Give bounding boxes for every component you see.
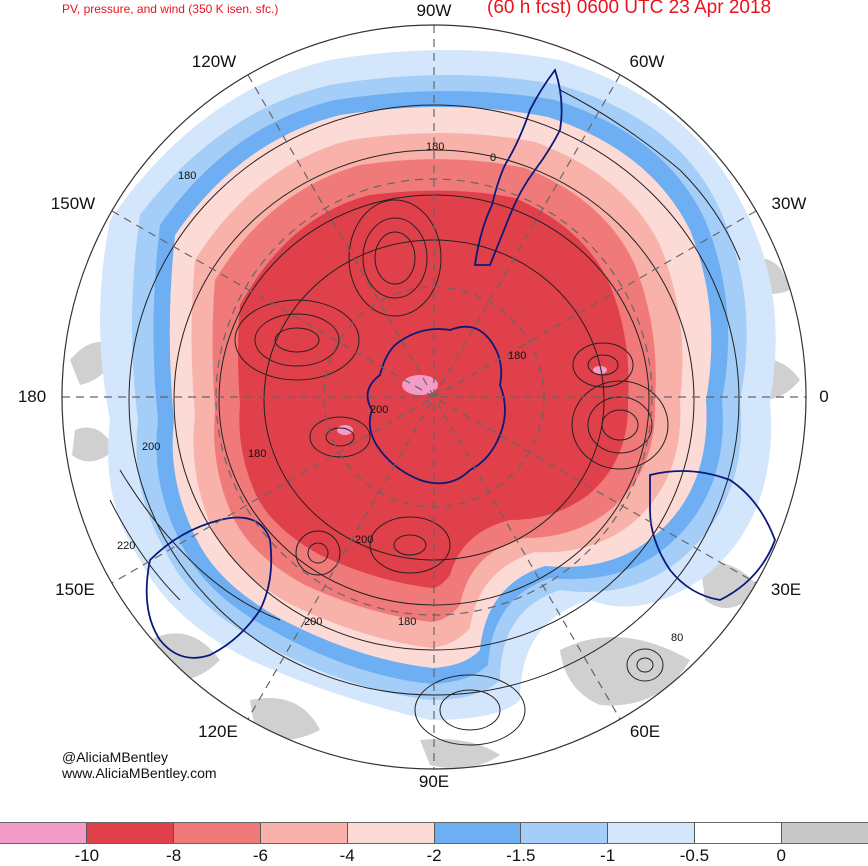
lon-label-30w: 30W	[771, 194, 807, 213]
contour-label: 180	[178, 170, 196, 182]
colorbar-segment	[86, 823, 174, 843]
lon-label-120w: 120W	[191, 52, 237, 71]
contour-label: 180	[508, 350, 526, 362]
pv-field	[62, 25, 806, 769]
contour-label: 80	[671, 632, 683, 644]
colorbar-segment	[608, 823, 696, 843]
contour-label: 200	[370, 404, 388, 416]
south-america-coastline	[473, 68, 563, 266]
colorbar-tick-label: -0.5	[679, 846, 710, 865]
lon-label-60e: 60E	[629, 722, 661, 741]
colorbar-tick-label: -6	[252, 846, 268, 865]
lon-label-150e: 150E	[55, 580, 95, 599]
colorbar-segment	[521, 823, 609, 843]
colorbar-segment	[434, 823, 522, 843]
colorbar-tick-label: -10	[74, 846, 100, 865]
contour-label: 200	[355, 534, 373, 546]
contour-value-labels: 180 180 0 180 200 180 200 220 200 200 18…	[117, 141, 683, 644]
lon-label-90w: 90W	[416, 1, 452, 20]
lon-label-90e: 90E	[418, 772, 450, 791]
pv-extreme-pockets	[337, 366, 607, 435]
contour-label: 220	[117, 540, 135, 552]
forecast-time-title: (60 h fcst) 0600 UTC 23 Apr 2018	[487, 0, 772, 18]
contour-label: 0	[490, 152, 496, 164]
pv-colorbar	[0, 822, 868, 844]
colorbar-tick-label: -8	[166, 846, 182, 865]
lon-label-0: 0	[819, 387, 829, 406]
lon-label-150w: 150W	[50, 194, 96, 213]
lon-label-120e: 120E	[198, 722, 238, 741]
graticule	[62, 25, 806, 769]
map-subtitle: PV, pressure, and wind (350 K isen. sfc.…	[62, 2, 279, 16]
lon-label-30e: 30E	[770, 580, 802, 599]
polar-map: 180 180 0 180 200 180 200 220 200 200 18…	[61, 24, 807, 770]
colorbar-segment	[782, 823, 868, 843]
contour-label: 200	[304, 616, 322, 628]
colorbar-tick-label: -1.5	[506, 846, 536, 865]
lon-label-180: 180	[17, 387, 47, 406]
africa-coastline	[649, 470, 776, 601]
colorbar-segment	[695, 823, 783, 843]
credit-handle: @AliciaMBentley	[62, 749, 169, 765]
colorbar-segment	[173, 823, 261, 843]
antarctica-coastline	[366, 325, 506, 485]
colorbar-segment	[0, 823, 87, 843]
contour-label: 180	[426, 141, 444, 153]
colorbar-segment	[260, 823, 348, 843]
map-boundary	[61, 24, 807, 770]
lon-label-60w: 60W	[629, 52, 665, 71]
credit-website: www.AliciaMBentley.com	[62, 765, 217, 781]
contour-label: 200	[142, 441, 160, 453]
colorbar-tick-label: -2	[426, 846, 442, 865]
colorbar-tick-label: 0	[776, 846, 786, 865]
colorbar-tick-label: -1	[600, 846, 616, 865]
credits: @AliciaMBentley www.AliciaMBentley.com	[62, 749, 217, 781]
contour-label: 180	[248, 448, 266, 460]
colorbar-tick-label: -4	[339, 846, 355, 865]
contour-label: 180	[398, 616, 416, 628]
colorbar-segment	[347, 823, 435, 843]
